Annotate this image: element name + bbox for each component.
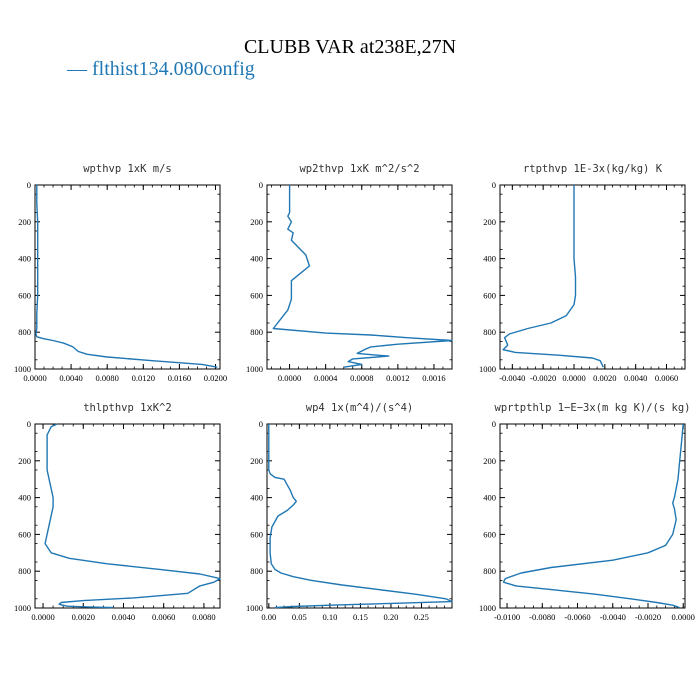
x-tick-label: 0.0000: [562, 373, 585, 383]
y-tick-label: 400: [483, 493, 496, 503]
y-tick-label: 800: [483, 566, 496, 576]
panel-title: wprtpthlp 1−E−3x(m kg K)/(s kg): [495, 402, 691, 414]
figure-title: CLUBB VAR at238E,27N: [243, 36, 457, 58]
y-tick-label: 600: [483, 529, 496, 539]
x-tick-label: 0.20: [384, 612, 399, 622]
y-tick-label: 200: [483, 217, 496, 227]
y-tick-label: 1000: [14, 603, 31, 613]
y-tick-label: 0: [27, 419, 31, 429]
x-tick-label: 0.0040: [59, 373, 82, 383]
panel-title: rtpthvp 1E-3x(kg/kg) K: [523, 163, 663, 175]
plot-frame: [499, 423, 686, 609]
y-tick-label: 600: [483, 290, 496, 300]
y-tick-label: 800: [18, 327, 31, 337]
y-tick-label: 800: [18, 566, 31, 576]
y-tick-label: 400: [18, 254, 31, 264]
panel-title: wp4 1x(m^4)/(s^4): [306, 402, 413, 414]
series-line: [502, 423, 684, 609]
x-tick-label: -0.0060: [564, 612, 590, 622]
x-tick-label: 0.0008: [350, 373, 373, 383]
series-line: [35, 185, 218, 368]
series-line: [268, 424, 453, 609]
y-tick-label: 200: [18, 217, 31, 227]
y-tick-label: 1000: [246, 364, 263, 374]
x-tick-label: 0.0020: [72, 612, 95, 622]
panel-title: thlpthvp 1xK^2: [83, 402, 172, 414]
x-tick-label: 0.05: [292, 612, 307, 622]
x-tick-label: 0.0040: [112, 612, 135, 622]
series-line: [502, 185, 604, 368]
x-tick-label: -0.0080: [529, 612, 555, 622]
plot-frame: [266, 184, 453, 370]
y-tick-label: 1000: [14, 364, 31, 374]
x-tick-label: -0.0100: [494, 612, 520, 622]
x-tick-label: -0.0020: [635, 612, 661, 622]
x-tick-label: 0.15: [353, 612, 368, 622]
x-tick-label: 0.25: [414, 612, 429, 622]
y-tick-label: 400: [250, 493, 263, 503]
x-tick-label: 0.00: [261, 612, 276, 622]
y-tick-label: 200: [250, 456, 263, 466]
y-tick-label: 200: [18, 456, 31, 466]
y-tick-label: 600: [250, 290, 263, 300]
y-tick-label: 0: [492, 180, 496, 190]
legend-entry: — flthist134.080config: [67, 58, 255, 80]
y-tick-label: 600: [250, 529, 263, 539]
x-tick-label: 0.0080: [192, 612, 215, 622]
x-tick-label: 0.0060: [655, 373, 678, 383]
x-tick-label: 0.0120: [132, 373, 155, 383]
x-tick-label: -0.0040: [499, 373, 525, 383]
panel-2: wp2thvp 1xK m^2/s^2 0 200 400 600 800 1000 0.00…: [246, 163, 453, 383]
y-tick-label: 1000: [246, 603, 263, 613]
x-tick-label: 0.0000: [23, 373, 46, 383]
series-line: [272, 185, 453, 368]
panel-title: wpthvp 1xK m/s: [83, 163, 172, 175]
panel-title: wp2thvp 1xK m^2/s^2: [299, 163, 419, 175]
x-tick-label: 0.10: [322, 612, 337, 622]
x-tick-label: 0.0060: [152, 612, 175, 622]
y-tick-label: 1000: [479, 364, 496, 374]
y-tick-label: 600: [18, 529, 31, 539]
x-tick-label: 0.0020: [593, 373, 616, 383]
y-tick-label: 800: [483, 327, 496, 337]
y-tick-label: 600: [18, 290, 31, 300]
x-tick-label: 0.0040: [624, 373, 647, 383]
series-line: [44, 423, 221, 609]
plot-frame: [266, 423, 453, 609]
x-tick-label: 0.0000: [31, 612, 54, 622]
y-tick-label: 200: [483, 456, 496, 466]
y-tick-label: 400: [18, 493, 31, 503]
y-tick-label: 0: [259, 180, 263, 190]
y-tick-label: 0: [259, 419, 263, 429]
x-tick-label: -0.0020: [530, 373, 556, 383]
y-tick-label: 800: [250, 327, 263, 337]
x-tick-label: 0.0000: [672, 612, 695, 622]
x-tick-label: 0.0016: [422, 373, 445, 383]
x-tick-label: 0.0012: [386, 373, 409, 383]
x-tick-label: 0.0080: [96, 373, 119, 383]
x-tick-label: 0.0160: [168, 373, 191, 383]
y-tick-label: 400: [483, 254, 496, 264]
y-tick-label: 0: [27, 180, 31, 190]
panel-3: rtpthvp 1E-3x(kg/kg) K02004006008001000-…: [479, 163, 686, 383]
x-tick-label: 0.0200: [204, 373, 227, 383]
y-tick-label: 0: [492, 419, 496, 429]
plot-frame: [34, 184, 221, 370]
panel-6: wprtpthlp 1−E−3x(m kg K)/(s kg) 0 200 400 60…: [479, 402, 695, 622]
y-tick-label: 800: [250, 566, 263, 576]
y-tick-label: 200: [250, 217, 263, 227]
y-tick-label: 400: [250, 254, 263, 264]
plot-frame: [34, 423, 221, 609]
plot-frame: [499, 184, 686, 370]
x-tick-label: 0.0004: [314, 373, 338, 383]
x-tick-label: -0.0040: [600, 612, 626, 622]
x-tick-label: 0.0000: [278, 373, 301, 383]
y-tick-label: 1000: [479, 603, 496, 613]
